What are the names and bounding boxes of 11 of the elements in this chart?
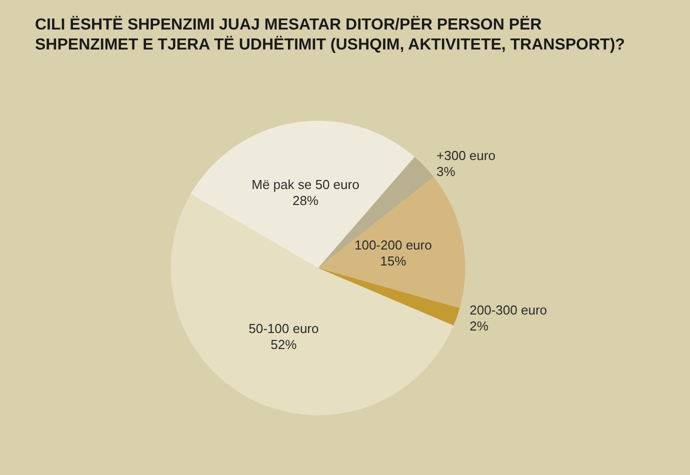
slice-label: 50-100 euro — [248, 321, 319, 336]
data-label: 2% — [470, 318, 489, 334]
data-label: 28% — [292, 192, 319, 208]
slice-label: +300 euro — [436, 148, 496, 164]
chart-title: CILI ËSHTË SHPENZIMI JUAJ MESATAR DITOR/PËR PERSON PËR SHPENZIMET E TJERA TË UDHËTIMIT (USHQIM, AKTIVITETE, TRANSPORT)? — [35, 16, 625, 54]
slice-label: 100-200 euro — [354, 238, 432, 253]
data-label: 15% — [380, 254, 407, 269]
data-label: 3% — [436, 164, 456, 180]
data-label: 52% — [270, 337, 298, 352]
slice-label: 200-300 euro — [470, 302, 548, 318]
slice-label: Më pak se 50 euro — [252, 176, 360, 192]
